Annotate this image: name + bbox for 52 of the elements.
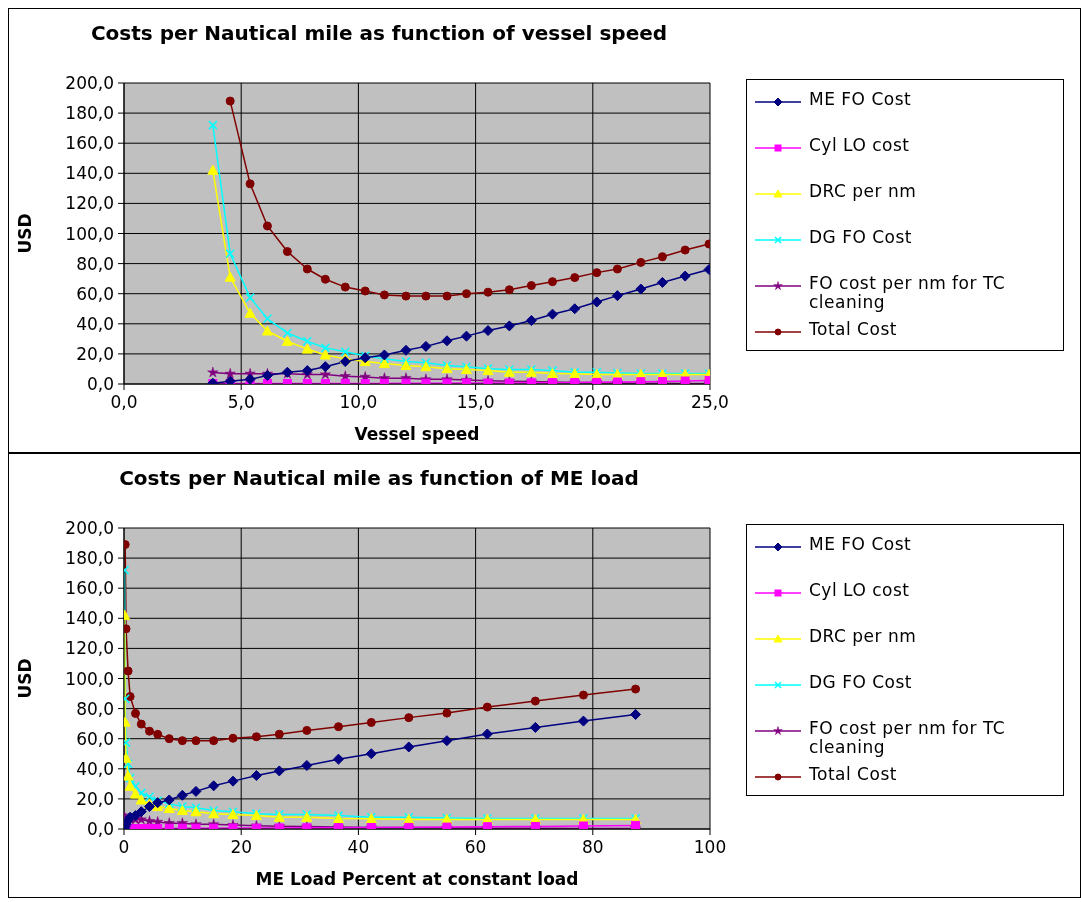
x-tick-label: 20,0 xyxy=(573,392,612,413)
y-tick-label: 100,0 xyxy=(65,223,114,244)
y-tick-label: 160,0 xyxy=(65,133,114,154)
y-tick-label: 160,0 xyxy=(65,578,114,599)
y-tick-label: 60,0 xyxy=(76,728,114,749)
x-tick-label: 40 xyxy=(347,837,370,858)
legend-label: DG FO Cost xyxy=(809,227,913,247)
legend-label: Total Cost xyxy=(809,319,897,339)
y-tick-label: 140,0 xyxy=(65,608,114,629)
y-tick-label: 120,0 xyxy=(65,193,114,214)
x-tick-label: 5,0 xyxy=(227,392,255,413)
legend-label: ME FO Cost xyxy=(809,534,912,554)
x-axis-title: Vessel speed xyxy=(354,424,480,444)
y-tick-label: 20,0 xyxy=(76,788,114,809)
y-tick-label: 0,0 xyxy=(86,819,114,840)
y-tick-label: 60,0 xyxy=(76,283,114,304)
y-tick-label: 40,0 xyxy=(76,758,114,779)
y-axis-title: USD xyxy=(15,658,36,699)
y-tick-label: 80,0 xyxy=(76,698,114,719)
y-tick-label: 20,0 xyxy=(76,343,114,364)
y-tick-label: 140,0 xyxy=(65,163,114,184)
x-axis-title: ME Load Percent at constant load xyxy=(255,869,579,889)
y-tick-label: 80,0 xyxy=(76,253,114,274)
legend-label: FO cost per nm for TC cleaning xyxy=(809,718,1007,757)
y-tick-label: 40,0 xyxy=(76,313,114,334)
x-tick-label: 100 xyxy=(693,837,727,858)
y-axis-title: USD xyxy=(15,213,36,254)
x-tick-label: 10,0 xyxy=(339,392,378,413)
y-tick-label: 100,0 xyxy=(65,668,114,689)
legend-label: FO cost per nm for TC cleaning xyxy=(809,273,1007,312)
x-tick-label: 0,0 xyxy=(110,392,138,413)
legend-label: ME FO Cost xyxy=(809,89,912,109)
legend-label: DG FO Cost xyxy=(809,672,913,692)
chart-title: Costs per Nautical mile as function of ME load xyxy=(118,466,640,490)
legend-label: Cyl LO cost xyxy=(809,135,910,155)
legend-label: Total Cost xyxy=(809,764,897,784)
legend-label: DRC per nm xyxy=(809,626,917,646)
legend-label: Cyl LO cost xyxy=(809,580,910,600)
y-tick-label: 0,0 xyxy=(86,374,114,395)
x-tick-label: 25,0 xyxy=(691,392,729,413)
x-tick-label: 60 xyxy=(464,837,487,858)
x-tick-label: 20 xyxy=(230,837,253,858)
x-tick-label: 0 xyxy=(118,837,130,858)
x-tick-label: 80 xyxy=(581,837,604,858)
y-tick-label: 200,0 xyxy=(65,73,114,94)
chart-title: Costs per Nautical mile as function of vessel speed xyxy=(89,21,669,45)
y-tick-label: 200,0 xyxy=(65,518,114,539)
legend-label: DRC per nm xyxy=(809,181,917,201)
x-tick-label: 15,0 xyxy=(456,392,495,413)
y-tick-label: 120,0 xyxy=(65,638,114,659)
y-tick-label: 180,0 xyxy=(65,103,114,124)
y-tick-label: 180,0 xyxy=(65,548,114,569)
